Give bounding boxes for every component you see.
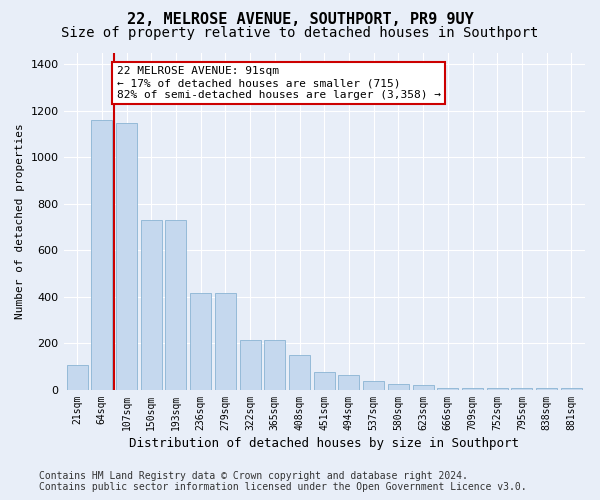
Bar	[265, 340, 286, 390]
X-axis label: Distribution of detached houses by size in Southport: Distribution of detached houses by size …	[129, 437, 519, 450]
Bar	[462, 388, 483, 390]
Text: 22, MELROSE AVENUE, SOUTHPORT, PR9 9UY: 22, MELROSE AVENUE, SOUTHPORT, PR9 9UY	[127, 12, 473, 26]
Text: 22 MELROSE AVENUE: 91sqm
← 17% of detached houses are smaller (715)
82% of semi-: 22 MELROSE AVENUE: 91sqm ← 17% of detach…	[116, 66, 440, 100]
Bar	[190, 294, 211, 390]
Bar	[289, 355, 310, 390]
Bar	[141, 220, 162, 390]
Bar	[338, 375, 359, 390]
Bar	[413, 386, 434, 390]
Bar	[561, 388, 582, 390]
Bar	[388, 384, 409, 390]
Bar	[67, 365, 88, 390]
Y-axis label: Number of detached properties: Number of detached properties	[15, 124, 25, 319]
Text: Size of property relative to detached houses in Southport: Size of property relative to detached ho…	[61, 26, 539, 40]
Text: Contains HM Land Registry data © Crown copyright and database right 2024.
Contai: Contains HM Land Registry data © Crown c…	[39, 471, 527, 492]
Bar	[91, 120, 112, 390]
Bar	[314, 372, 335, 390]
Bar	[487, 388, 508, 390]
Bar	[215, 294, 236, 390]
Bar	[239, 340, 260, 390]
Bar	[116, 124, 137, 390]
Bar	[363, 380, 384, 390]
Bar	[536, 388, 557, 390]
Bar	[511, 388, 532, 390]
Bar	[166, 220, 187, 390]
Bar	[437, 388, 458, 390]
